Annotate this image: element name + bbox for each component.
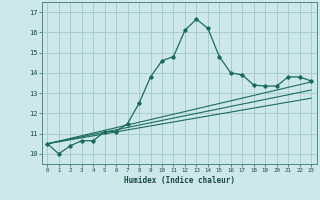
X-axis label: Humidex (Indice chaleur): Humidex (Indice chaleur) — [124, 176, 235, 185]
